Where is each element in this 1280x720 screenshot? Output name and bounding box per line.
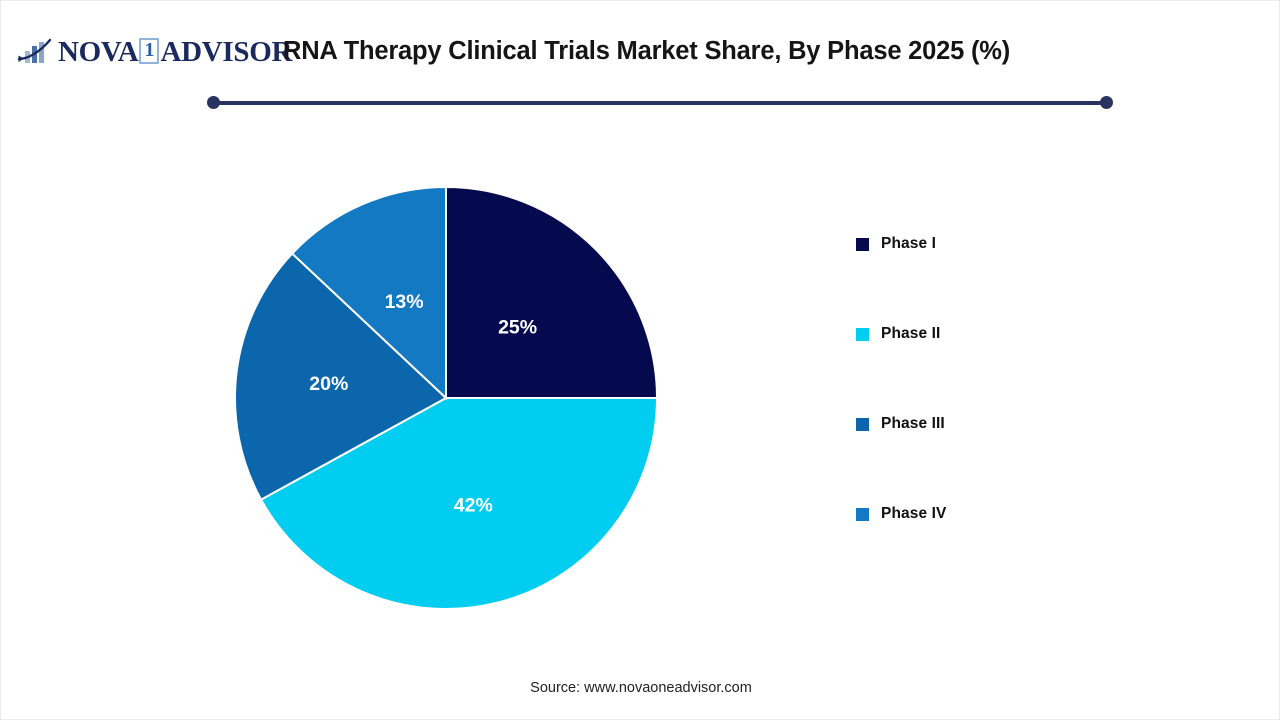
- legend-swatch: [856, 507, 869, 521]
- brand-logo[interactable]: NOVA 1 ADVISOR: [17, 35, 292, 69]
- legend-label: Phase III: [881, 415, 945, 432]
- chart-legend: Phase I Phase II Phase III Phase IV: [856, 199, 1116, 559]
- pie-chart-svg: 25% 42% 20% 13%: [234, 185, 659, 610]
- legend-item[interactable]: Phase II: [856, 289, 1116, 379]
- divider: [207, 96, 1113, 110]
- legend-swatch: [856, 237, 869, 251]
- legend-swatch: [856, 327, 869, 341]
- legend-swatch: [856, 417, 869, 431]
- legend-label: Phase IV: [881, 505, 947, 522]
- divider-line: [213, 101, 1107, 105]
- divider-dot-right: [1100, 96, 1113, 109]
- logo-text-advisor: ADVISOR: [160, 35, 293, 68]
- pie-slice-label: 42%: [454, 494, 493, 516]
- pie-slice-label: 20%: [309, 373, 348, 395]
- pie-slice[interactable]: [445, 185, 659, 399]
- pie-slice-label: 13%: [385, 291, 424, 313]
- pie-slices: [234, 185, 659, 610]
- pie-slice[interactable]: [234, 252, 448, 502]
- pie-slice[interactable]: [259, 397, 659, 610]
- logo-badge-one: 1: [139, 38, 160, 64]
- legend-item[interactable]: Phase I: [856, 199, 1116, 289]
- legend-label: Phase II: [881, 325, 941, 342]
- source-note: Source: www.novaoneadvisor.com: [530, 680, 752, 696]
- legend-label: Phase I: [881, 235, 936, 252]
- logo-text-nova: NOVA: [58, 35, 139, 68]
- legend-item[interactable]: Phase III: [856, 379, 1116, 469]
- legend-item[interactable]: Phase IV: [856, 469, 1116, 559]
- bar-chart-swoosh-icon: [17, 38, 52, 63]
- pie-slice[interactable]: [290, 185, 447, 401]
- pie-slice-label: 25%: [498, 316, 537, 338]
- pie-data-labels: 25% 42% 20% 13%: [309, 291, 537, 516]
- pie-chart: 25% 42% 20% 13%: [229, 181, 663, 615]
- chart-header: NOVA 1 ADVISOR RNA Therapy Clinical Tria…: [1, 1, 1279, 87]
- page-title: RNA Therapy Clinical Trials Market Share…: [283, 37, 1011, 65]
